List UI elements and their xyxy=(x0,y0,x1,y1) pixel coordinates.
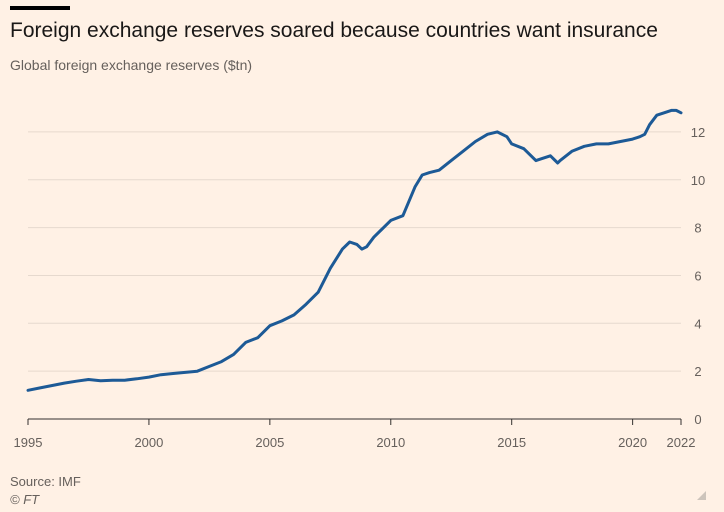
x-tick-label: 2022 xyxy=(667,435,696,450)
y-axis-ticks: 0 2 4 6 8 10 12 xyxy=(691,125,705,427)
chart-subtitle: Global foreign exchange reserves ($tn) xyxy=(10,57,253,73)
x-tick-label: 2000 xyxy=(134,435,163,450)
x-tick-label: 1995 xyxy=(14,435,43,450)
y-tick-label: 10 xyxy=(691,173,705,188)
x-axis-ticks: 1995 2000 2005 2010 2015 2020 2022 xyxy=(14,419,696,450)
source-note: Source: IMF xyxy=(10,474,81,489)
chart-title: Foreign exchange reserves soared because… xyxy=(10,19,658,42)
x-tick-label: 2015 xyxy=(497,435,526,450)
brand-bar xyxy=(10,6,70,10)
resize-handle-icon[interactable] xyxy=(697,491,706,500)
series-line xyxy=(26,108,683,392)
grid-lines xyxy=(28,131,681,420)
x-tick-label: 2005 xyxy=(255,435,284,450)
x-tick-label: 2020 xyxy=(618,435,647,450)
y-tick-label: 8 xyxy=(694,221,701,236)
y-tick-label: 6 xyxy=(694,268,701,283)
series-group xyxy=(26,108,683,392)
y-tick-label: 2 xyxy=(694,364,701,379)
y-tick-label: 12 xyxy=(691,125,705,140)
x-tick-label: 2010 xyxy=(376,435,405,450)
y-tick-label: 0 xyxy=(694,412,701,427)
y-tick-label: 4 xyxy=(694,316,701,331)
copyright-note: © FT xyxy=(10,492,40,507)
